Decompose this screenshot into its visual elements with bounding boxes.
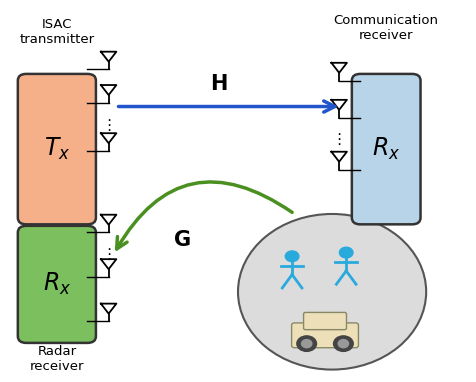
Text: $R_x$: $R_x$ [43, 271, 71, 298]
FancyBboxPatch shape [292, 323, 358, 348]
Circle shape [297, 336, 317, 351]
Text: Communication
receiver: Communication receiver [334, 14, 439, 42]
FancyBboxPatch shape [352, 74, 420, 224]
FancyBboxPatch shape [18, 74, 96, 224]
Circle shape [334, 336, 353, 351]
Circle shape [285, 251, 299, 262]
Text: ⋮: ⋮ [101, 247, 116, 262]
Circle shape [338, 340, 348, 348]
Circle shape [339, 247, 353, 258]
FancyBboxPatch shape [18, 226, 96, 343]
Ellipse shape [238, 214, 426, 369]
Text: Radar
receiver: Radar receiver [30, 345, 84, 374]
FancyBboxPatch shape [304, 312, 347, 330]
Circle shape [301, 340, 312, 348]
Text: ISAC
transmitter: ISAC transmitter [20, 18, 94, 45]
Text: ⋮: ⋮ [331, 133, 347, 147]
Text: $R_x$: $R_x$ [372, 136, 400, 162]
Text: $\mathbf{H}$: $\mathbf{H}$ [210, 74, 228, 94]
Text: $T_x$: $T_x$ [44, 136, 70, 162]
FancyArrowPatch shape [117, 182, 292, 249]
Text: $\mathbf{G}$: $\mathbf{G}$ [173, 230, 190, 250]
Text: ⋮: ⋮ [101, 118, 116, 133]
